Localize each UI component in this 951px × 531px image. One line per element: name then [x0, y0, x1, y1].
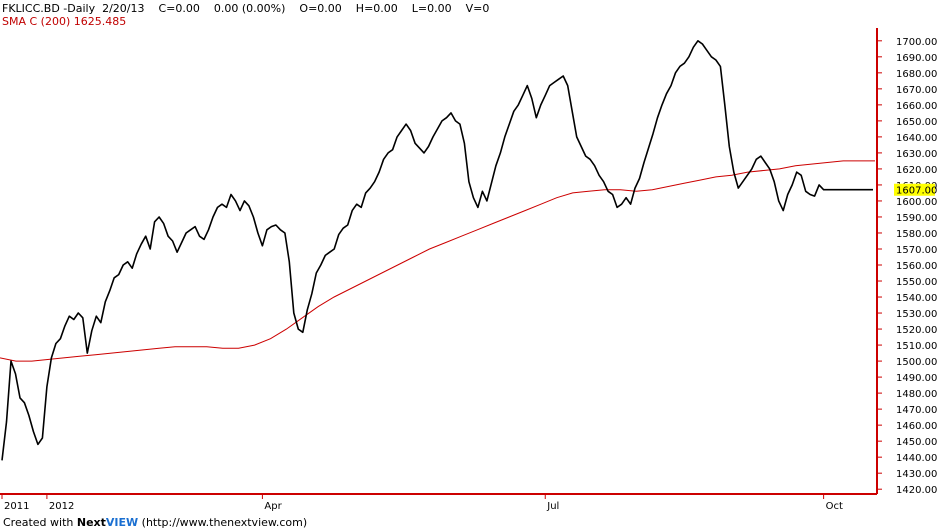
y-tick-label: 1640.00 — [896, 133, 937, 144]
y-tick-label: 1580.00 — [896, 229, 937, 240]
footer-credit: Created with NextVIEW (http://www.thenex… — [3, 516, 307, 529]
footer-brand-view: VIEW — [105, 516, 139, 529]
header-close: C=0.00 — [158, 2, 200, 15]
y-tick-label: 1630.00 — [896, 149, 937, 160]
y-tick-label: 1490.00 — [896, 373, 937, 384]
y-tick-label: 1530.00 — [896, 309, 937, 320]
y-tick-label: 1590.00 — [896, 213, 937, 224]
y-tick-label: 1510.00 — [896, 341, 937, 352]
y-tick-label: 1700.00 — [896, 37, 937, 48]
last-price-badge — [894, 183, 935, 196]
footer-url: (http://www.thenextview.com) — [138, 516, 308, 529]
last-price-label: 1607.00 — [896, 186, 937, 197]
y-tick-label: 1650.00 — [896, 117, 937, 128]
header-date: 2/20/13 — [102, 2, 145, 15]
header-open: O=0.00 — [299, 2, 342, 15]
price-line — [1, 39, 873, 461]
header-high: H=0.00 — [355, 2, 398, 15]
header-change: 0.00 (0.00%) — [213, 2, 286, 15]
y-tick-label: 1670.00 — [896, 85, 937, 96]
y-tick-label: 1460.00 — [896, 421, 937, 432]
y-tick-label: 1600.00 — [896, 197, 937, 208]
y-tick-label: 1660.00 — [896, 101, 937, 112]
y-tick-label: 1570.00 — [896, 245, 937, 256]
y-tick-label: 1690.00 — [896, 53, 937, 64]
y-tick-label: 1540.00 — [896, 293, 937, 304]
y-tick-label: 1430.00 — [896, 469, 937, 480]
x-tick-label: Jul — [546, 501, 559, 512]
footer-brand-next: Next — [76, 516, 106, 529]
y-tick-label: 1470.00 — [896, 405, 937, 416]
y-tick-label: 1450.00 — [896, 437, 937, 448]
x-tick-label: Apr — [264, 501, 282, 512]
header-low: L=0.00 — [411, 2, 452, 15]
chart-header-quote: FKLICC.BD -Daily 2/20/13 C=0.00 0.00 (0.… — [2, 3, 489, 15]
y-tick-label: 1500.00 — [896, 357, 937, 368]
y-tick-label: 1420.00 — [896, 485, 937, 496]
x-tick-label: Oct — [826, 501, 843, 512]
y-tick-label: 1560.00 — [896, 261, 937, 272]
header-volume: V=0 — [465, 2, 490, 15]
sma-line — [0, 160, 875, 362]
x-tick-label: 2012 — [49, 501, 74, 512]
y-tick-label: 1440.00 — [896, 453, 937, 464]
y-tick-label: 1680.00 — [896, 69, 937, 80]
y-tick-label: 1520.00 — [896, 325, 937, 336]
footer-prefix: Created with — [3, 516, 77, 529]
y-tick-label: 1480.00 — [896, 389, 937, 400]
y-tick-label: 1550.00 — [896, 277, 937, 288]
header-symbol: FKLICC.BD -Daily — [2, 2, 96, 15]
y-tick-label: 1620.00 — [896, 165, 937, 176]
x-tick-label: 2011 — [4, 501, 29, 512]
chart-header-sma: SMA C (200) 1625.485 — [2, 15, 127, 28]
